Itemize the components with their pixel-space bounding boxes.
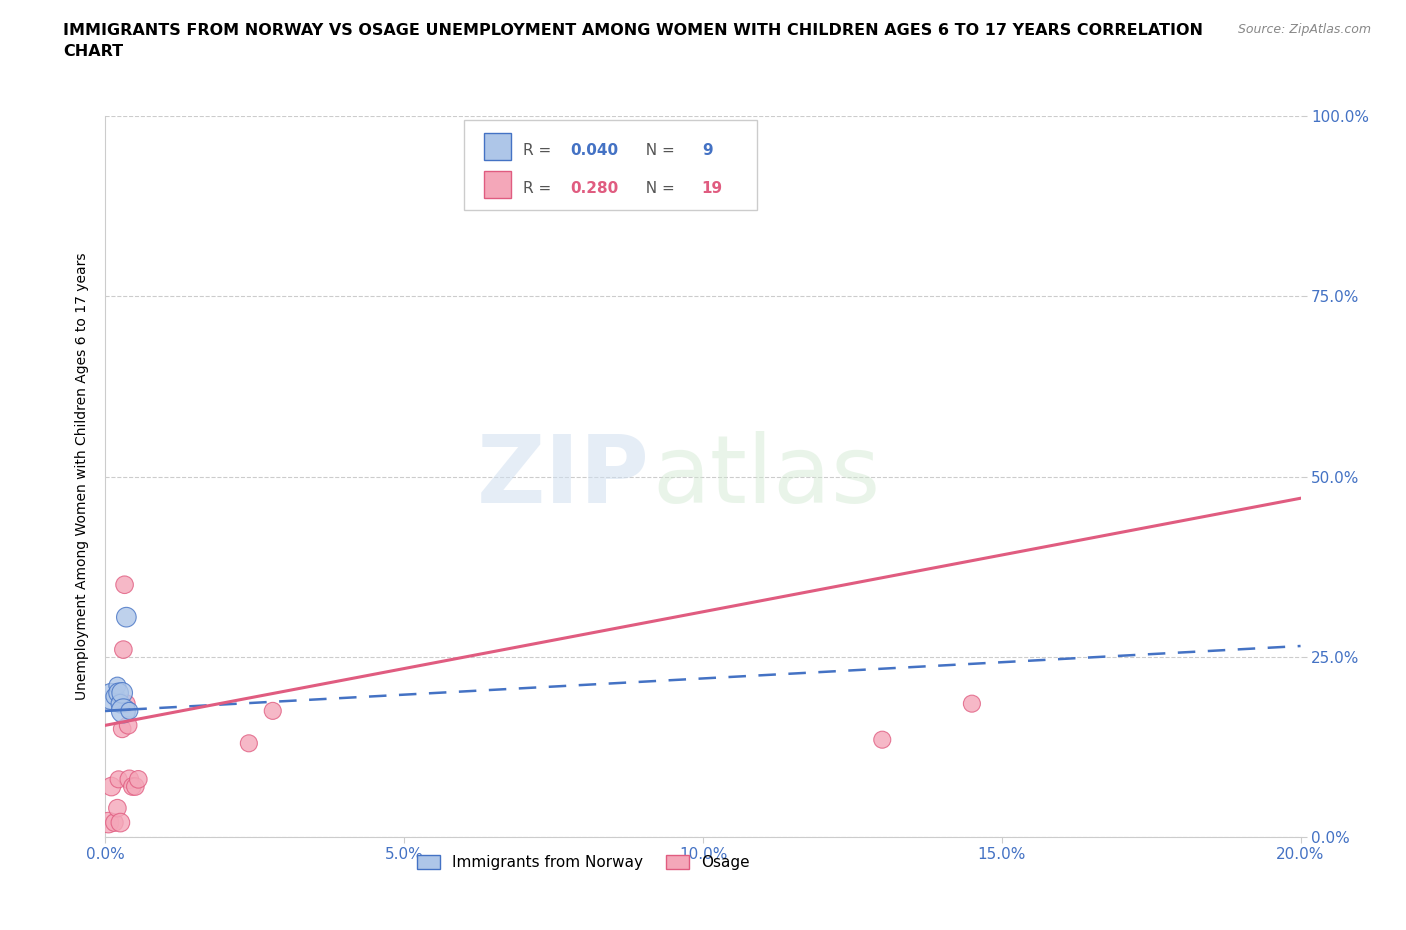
Point: [262, 703, 284, 718]
Text: ZIP: ZIP: [477, 431, 650, 523]
Text: atlas: atlas: [652, 431, 882, 523]
Text: IMMIGRANTS FROM NORWAY VS OSAGE UNEMPLOYMENT AMONG WOMEN WITH CHILDREN AGES 6 TO: IMMIGRANTS FROM NORWAY VS OSAGE UNEMPLOY…: [63, 23, 1204, 60]
Point: [124, 779, 146, 794]
Text: 9: 9: [702, 143, 713, 158]
FancyBboxPatch shape: [484, 171, 510, 198]
Point: [238, 736, 260, 751]
Point: [107, 685, 129, 700]
Text: R =: R =: [523, 180, 555, 195]
FancyBboxPatch shape: [484, 133, 510, 160]
Text: N =: N =: [636, 143, 679, 158]
Point: [114, 578, 136, 592]
Point: [115, 610, 138, 625]
Text: 0.040: 0.040: [571, 143, 619, 158]
Text: Source: ZipAtlas.com: Source: ZipAtlas.com: [1237, 23, 1371, 36]
Text: 0.280: 0.280: [571, 180, 619, 195]
Point: [110, 815, 132, 830]
Y-axis label: Unemployment Among Women with Children Ages 6 to 17 years: Unemployment Among Women with Children A…: [76, 253, 90, 700]
Point: [112, 703, 135, 718]
Point: [107, 678, 129, 693]
Point: [103, 689, 125, 704]
Point: [118, 703, 141, 718]
Point: [100, 689, 122, 704]
Point: [107, 801, 129, 816]
Point: [117, 718, 139, 733]
Point: [97, 815, 120, 830]
Text: 19: 19: [702, 180, 723, 195]
Point: [112, 642, 135, 657]
FancyBboxPatch shape: [464, 120, 756, 210]
Legend: Immigrants from Norway, Osage: Immigrants from Norway, Osage: [411, 848, 756, 876]
Text: N =: N =: [636, 180, 679, 195]
Text: R =: R =: [523, 143, 555, 158]
Point: [103, 815, 125, 830]
Point: [118, 772, 141, 787]
Point: [100, 779, 122, 794]
Point: [960, 697, 983, 711]
Point: [121, 779, 143, 794]
Point: [872, 732, 894, 747]
Point: [107, 772, 129, 787]
Point: [127, 772, 149, 787]
Point: [111, 722, 134, 737]
Point: [111, 685, 134, 700]
Point: [110, 697, 132, 711]
Point: [115, 697, 138, 711]
